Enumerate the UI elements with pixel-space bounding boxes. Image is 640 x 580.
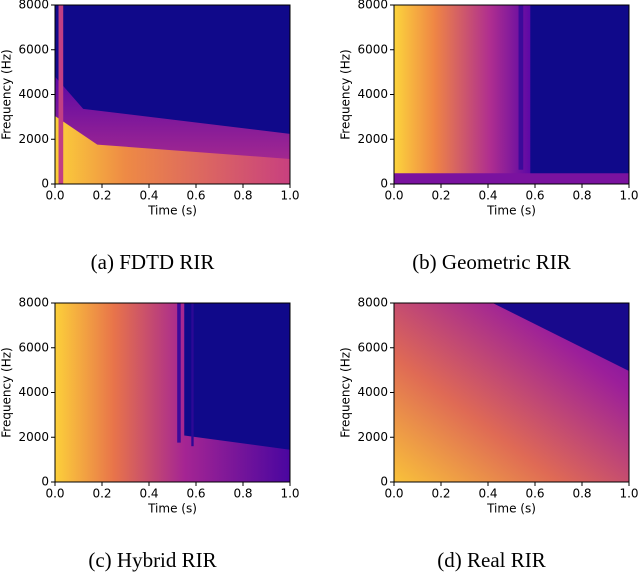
y-tick-label: 2000: [18, 132, 49, 146]
x-tick-label: 1.0: [619, 189, 638, 203]
y-tick-label: 2000: [357, 430, 388, 444]
y-tick-label: 6000: [18, 340, 49, 354]
y-tick-label: 4000: [357, 385, 388, 399]
x-tick-label: 0.2: [431, 189, 450, 203]
x-axis-label: Time (s): [486, 502, 536, 516]
x-tick-label: 0.2: [92, 487, 111, 501]
x-tick-label: 0.6: [525, 189, 544, 203]
x-tick-label: 0.4: [139, 189, 158, 203]
x-tick-label: 0.0: [384, 189, 403, 203]
caption: (d) Real RIR: [437, 548, 545, 572]
x-tick-label: 0.8: [572, 487, 591, 501]
x-tick-label: 0.4: [478, 189, 497, 203]
y-tick-label: 0: [380, 475, 388, 489]
y-tick-label: 8000: [357, 0, 388, 12]
y-tick-label: 8000: [18, 0, 49, 12]
spectrogram-image: [55, 303, 290, 482]
y-tick-label: 0: [41, 475, 49, 489]
spectrogram-image: [55, 5, 290, 184]
y-axis-label: Frequency (Hz): [0, 347, 14, 438]
caption: (a) FDTD RIR: [91, 250, 215, 274]
x-tick-label: 0.2: [92, 189, 111, 203]
y-tick-label: 0: [380, 177, 388, 191]
x-axis-label: Time (s): [147, 204, 197, 218]
x-tick-label: 0.8: [233, 487, 252, 501]
x-tick-label: 0.2: [431, 487, 450, 501]
y-tick-label: 4000: [18, 385, 49, 399]
x-tick-label: 0.4: [478, 487, 497, 501]
y-tick-label: 8000: [357, 296, 388, 310]
y-tick-label: 0: [41, 177, 49, 191]
y-tick-label: 6000: [357, 340, 388, 354]
x-tick-label: 1.0: [619, 487, 638, 501]
y-tick-label: 2000: [18, 430, 49, 444]
x-tick-label: 1.0: [280, 189, 299, 203]
x-axis-label: Time (s): [147, 502, 197, 516]
x-tick-label: 1.0: [280, 487, 299, 501]
caption: (c) Hybrid RIR: [88, 548, 216, 572]
y-tick-label: 8000: [18, 296, 49, 310]
x-tick-label: 0.0: [384, 487, 403, 501]
x-tick-label: 0.0: [45, 487, 64, 501]
caption: (b) Geometric RIR: [412, 250, 571, 274]
x-tick-label: 0.6: [186, 189, 205, 203]
y-tick-label: 4000: [18, 87, 49, 101]
x-tick-label: 0.8: [572, 189, 591, 203]
x-tick-label: 0.4: [139, 487, 158, 501]
x-tick-label: 0.6: [525, 487, 544, 501]
y-tick-label: 4000: [357, 87, 388, 101]
x-tick-label: 0.8: [233, 189, 252, 203]
y-tick-label: 6000: [18, 42, 49, 56]
x-tick-label: 0.6: [186, 487, 205, 501]
y-axis-label: Frequency (Hz): [0, 49, 14, 140]
y-tick-label: 6000: [357, 42, 388, 56]
spectrogram-image: [394, 303, 629, 482]
x-tick-label: 0.0: [45, 189, 64, 203]
y-axis-label: Frequency (Hz): [339, 49, 353, 140]
y-axis-label: Frequency (Hz): [339, 347, 353, 438]
x-axis-label: Time (s): [486, 204, 536, 218]
y-tick-label: 2000: [357, 132, 388, 146]
spectrogram-image: [394, 5, 629, 184]
